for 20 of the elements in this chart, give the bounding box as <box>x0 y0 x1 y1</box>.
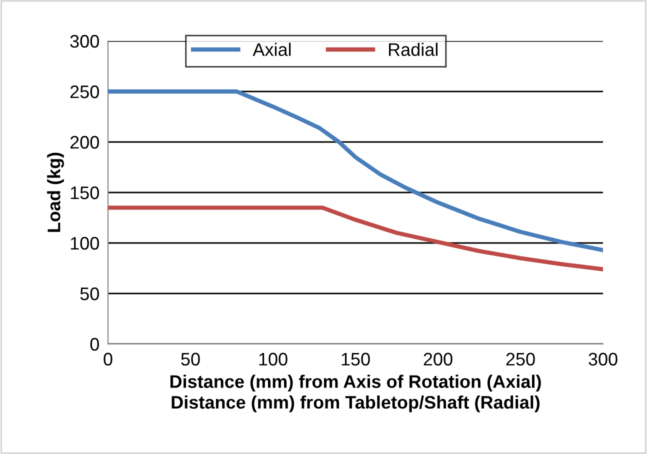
y-tick-label: 50 <box>80 287 99 300</box>
line-series <box>108 89 603 252</box>
x-tick-label: 150 <box>342 352 370 366</box>
x-tick-label: 300 <box>588 352 618 366</box>
line-series <box>108 206 603 272</box>
y-tick-label: 100 <box>70 236 99 250</box>
y-tick-label: 300 <box>70 34 99 48</box>
legend-label: Axial <box>252 42 291 56</box>
x-tick-label: 250 <box>506 352 535 366</box>
y-tick-label: 200 <box>70 136 99 149</box>
x-tick-label: 100 <box>259 352 288 366</box>
x-tick-label: 0 <box>104 352 112 366</box>
y-tick-label: 250 <box>70 85 99 98</box>
x-axis-title: Distance (mm) from Axis of Rotation (Axial) Distance (mm) from Tabletop/Shaft (Radial) <box>170 374 541 412</box>
x-tick-label: 50 <box>181 352 200 366</box>
x-tick-label: 200 <box>424 352 452 366</box>
y-tick-label: 0 <box>90 338 99 351</box>
y-tick-label: 150 <box>70 186 99 200</box>
legend-label: Radial <box>388 42 438 56</box>
y-axis-title: Load (kg) <box>47 152 64 232</box>
